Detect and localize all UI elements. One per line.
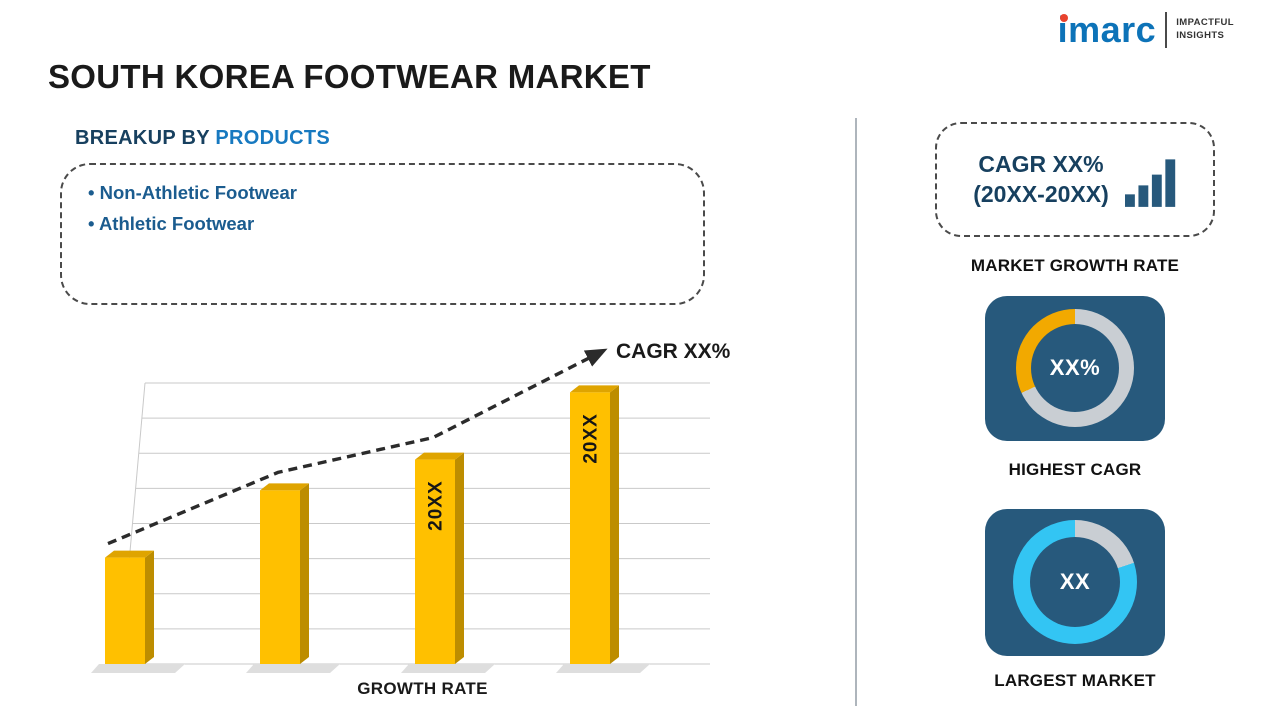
trend-arrow	[107, 348, 608, 546]
bar-chart-icon	[1124, 158, 1175, 207]
page-title: SOUTH KOREA FOOTWEAR MARKET	[48, 58, 651, 95]
cagr-box-line2: (20XX-20XX)	[973, 180, 1109, 207]
breakup-heading: BREAKUP BY PRODUCTS	[75, 127, 330, 150]
logo-divider	[1165, 12, 1168, 48]
section-divider	[855, 118, 857, 706]
imarc-logo: imarc IMPACTFUL INSIGHTS	[1058, 12, 1234, 48]
bar-side	[610, 385, 619, 664]
cagr-trend-label: CAGR XX%	[616, 340, 731, 363]
bar-shadow	[556, 664, 650, 673]
logo-tagline-line2: INSIGHTS	[1176, 30, 1225, 41]
largest-market-panel: XX	[985, 509, 1165, 656]
bar-top	[260, 483, 309, 491]
bar-top	[570, 385, 619, 393]
highest-cagr-panel: XX%	[985, 296, 1165, 441]
bar-shadow	[246, 664, 340, 673]
bar	[260, 490, 300, 664]
logo-brand: imarc	[1057, 9, 1157, 50]
product-item: Non-Athletic Footwear	[88, 178, 677, 209]
highest-cagr-donut: XX%	[1016, 309, 1134, 427]
cagr-box-line1: CAGR XX%	[978, 150, 1104, 177]
largest-market-value: XX	[1059, 569, 1091, 594]
breakup-box: Non-Athletic Footwear Athletic Footwear	[60, 163, 705, 305]
bar-top	[415, 452, 464, 460]
highest-cagr-value: XX%	[1049, 355, 1101, 380]
bar	[105, 557, 145, 664]
largest-market-label: LARGEST MARKET	[994, 671, 1156, 690]
bar-side	[455, 452, 464, 664]
largest-market-donut: XX	[1013, 520, 1137, 644]
highest-cagr-label: HIGHEST CAGR	[1008, 460, 1142, 479]
bar	[415, 459, 455, 664]
bar-side	[300, 483, 309, 664]
growth-rate-axis-label: GROWTH RATE	[357, 679, 488, 698]
bar-year-label: 20XX	[426, 480, 447, 530]
logo-tagline-line1: IMPACTFUL	[1176, 17, 1234, 29]
cagr-box-text: CAGR XX% (20XX-20XX)	[973, 150, 1109, 210]
bar	[570, 392, 610, 664]
market-growth-rate-box: CAGR XX% (20XX-20XX)	[935, 122, 1215, 237]
breakup-heading-prefix: BREAKUP BY	[75, 127, 210, 149]
breakup-heading-highlight: PRODUCTS	[215, 127, 331, 149]
growth-bar-chart: 20XX 20XX	[91, 348, 710, 673]
bar-top	[105, 550, 154, 558]
bar-year-label: 20XX	[581, 413, 602, 463]
product-list: Non-Athletic Footwear Athletic Footwear	[62, 165, 703, 253]
market-growth-rate-label: MARKET GROWTH RATE	[970, 256, 1180, 275]
bar-shadow	[91, 664, 185, 673]
product-item: Athletic Footwear	[88, 209, 677, 240]
bar-shadow	[401, 664, 495, 673]
bar-side	[145, 550, 154, 664]
logo-tagline: IMPACTFUL INSIGHTS	[1176, 17, 1234, 43]
